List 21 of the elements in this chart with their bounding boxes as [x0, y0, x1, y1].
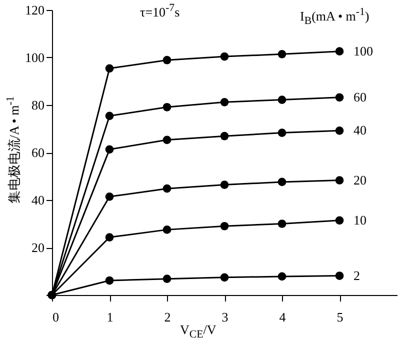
y-tick-label: 80 — [32, 98, 44, 112]
chart-title: τ=10$^{-7}$s — [140, 2, 180, 20]
series-label: 100 — [354, 43, 373, 58]
x-tick-label: 1 — [106, 310, 114, 324]
series-label: 40 — [354, 122, 366, 138]
series-label: 10 — [354, 212, 366, 228]
x-tick-label: 0 — [52, 310, 59, 324]
x-tick-label: 3 — [222, 310, 228, 324]
x-tick-label: 2 — [164, 310, 171, 324]
y-tick-label: 100 — [25, 50, 44, 65]
x-tick-label: 4 — [279, 310, 286, 324]
legend-title: I$_{B}$(mA • m$^{-1}$) — [300, 6, 370, 27]
series-label: 2 — [354, 268, 360, 283]
y-tick-label: 60 — [32, 145, 44, 160]
x-axis-title: V$_{CE}$/V — [180, 322, 216, 341]
series-label: 20 — [354, 172, 366, 188]
y-tick-label: 40 — [32, 192, 44, 208]
series-label: 60 — [354, 89, 366, 104]
x-tick-label: 5 — [336, 310, 344, 324]
y-tick-label: 120 — [25, 2, 44, 18]
y-tick-label: 20 — [32, 240, 44, 255]
